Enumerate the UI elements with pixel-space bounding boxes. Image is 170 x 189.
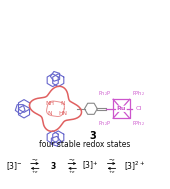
Text: HN: HN [58, 111, 67, 116]
Text: $[3]^{2+}$: $[3]^{2+}$ [124, 159, 145, 173]
Text: N: N [47, 111, 52, 116]
Text: $-e$: $-e$ [68, 157, 76, 163]
Text: $[3]^{-}$: $[3]^{-}$ [6, 160, 23, 172]
Text: $[3]^{+}$: $[3]^{+}$ [82, 160, 99, 172]
Text: Ru: Ru [117, 106, 126, 111]
Text: $-e$: $-e$ [31, 157, 39, 163]
Text: Cl: Cl [135, 106, 141, 111]
Text: $+e$: $+e$ [68, 168, 76, 175]
Text: 3: 3 [89, 131, 96, 141]
Text: $\mathbf{3}$: $\mathbf{3}$ [50, 160, 57, 171]
Text: $-e$: $-e$ [108, 157, 115, 163]
Text: $+e$: $+e$ [31, 168, 39, 175]
Text: NH: NH [45, 101, 54, 106]
Text: Ph$_2$P: Ph$_2$P [98, 89, 111, 98]
Text: N: N [60, 101, 65, 106]
Text: PPh$_2$: PPh$_2$ [132, 89, 144, 98]
Text: $+e$: $+e$ [108, 168, 115, 175]
Text: four stable redox states: four stable redox states [39, 140, 131, 149]
Text: Ph$_2$P: Ph$_2$P [98, 119, 111, 128]
Text: PPh$_2$: PPh$_2$ [132, 119, 144, 128]
